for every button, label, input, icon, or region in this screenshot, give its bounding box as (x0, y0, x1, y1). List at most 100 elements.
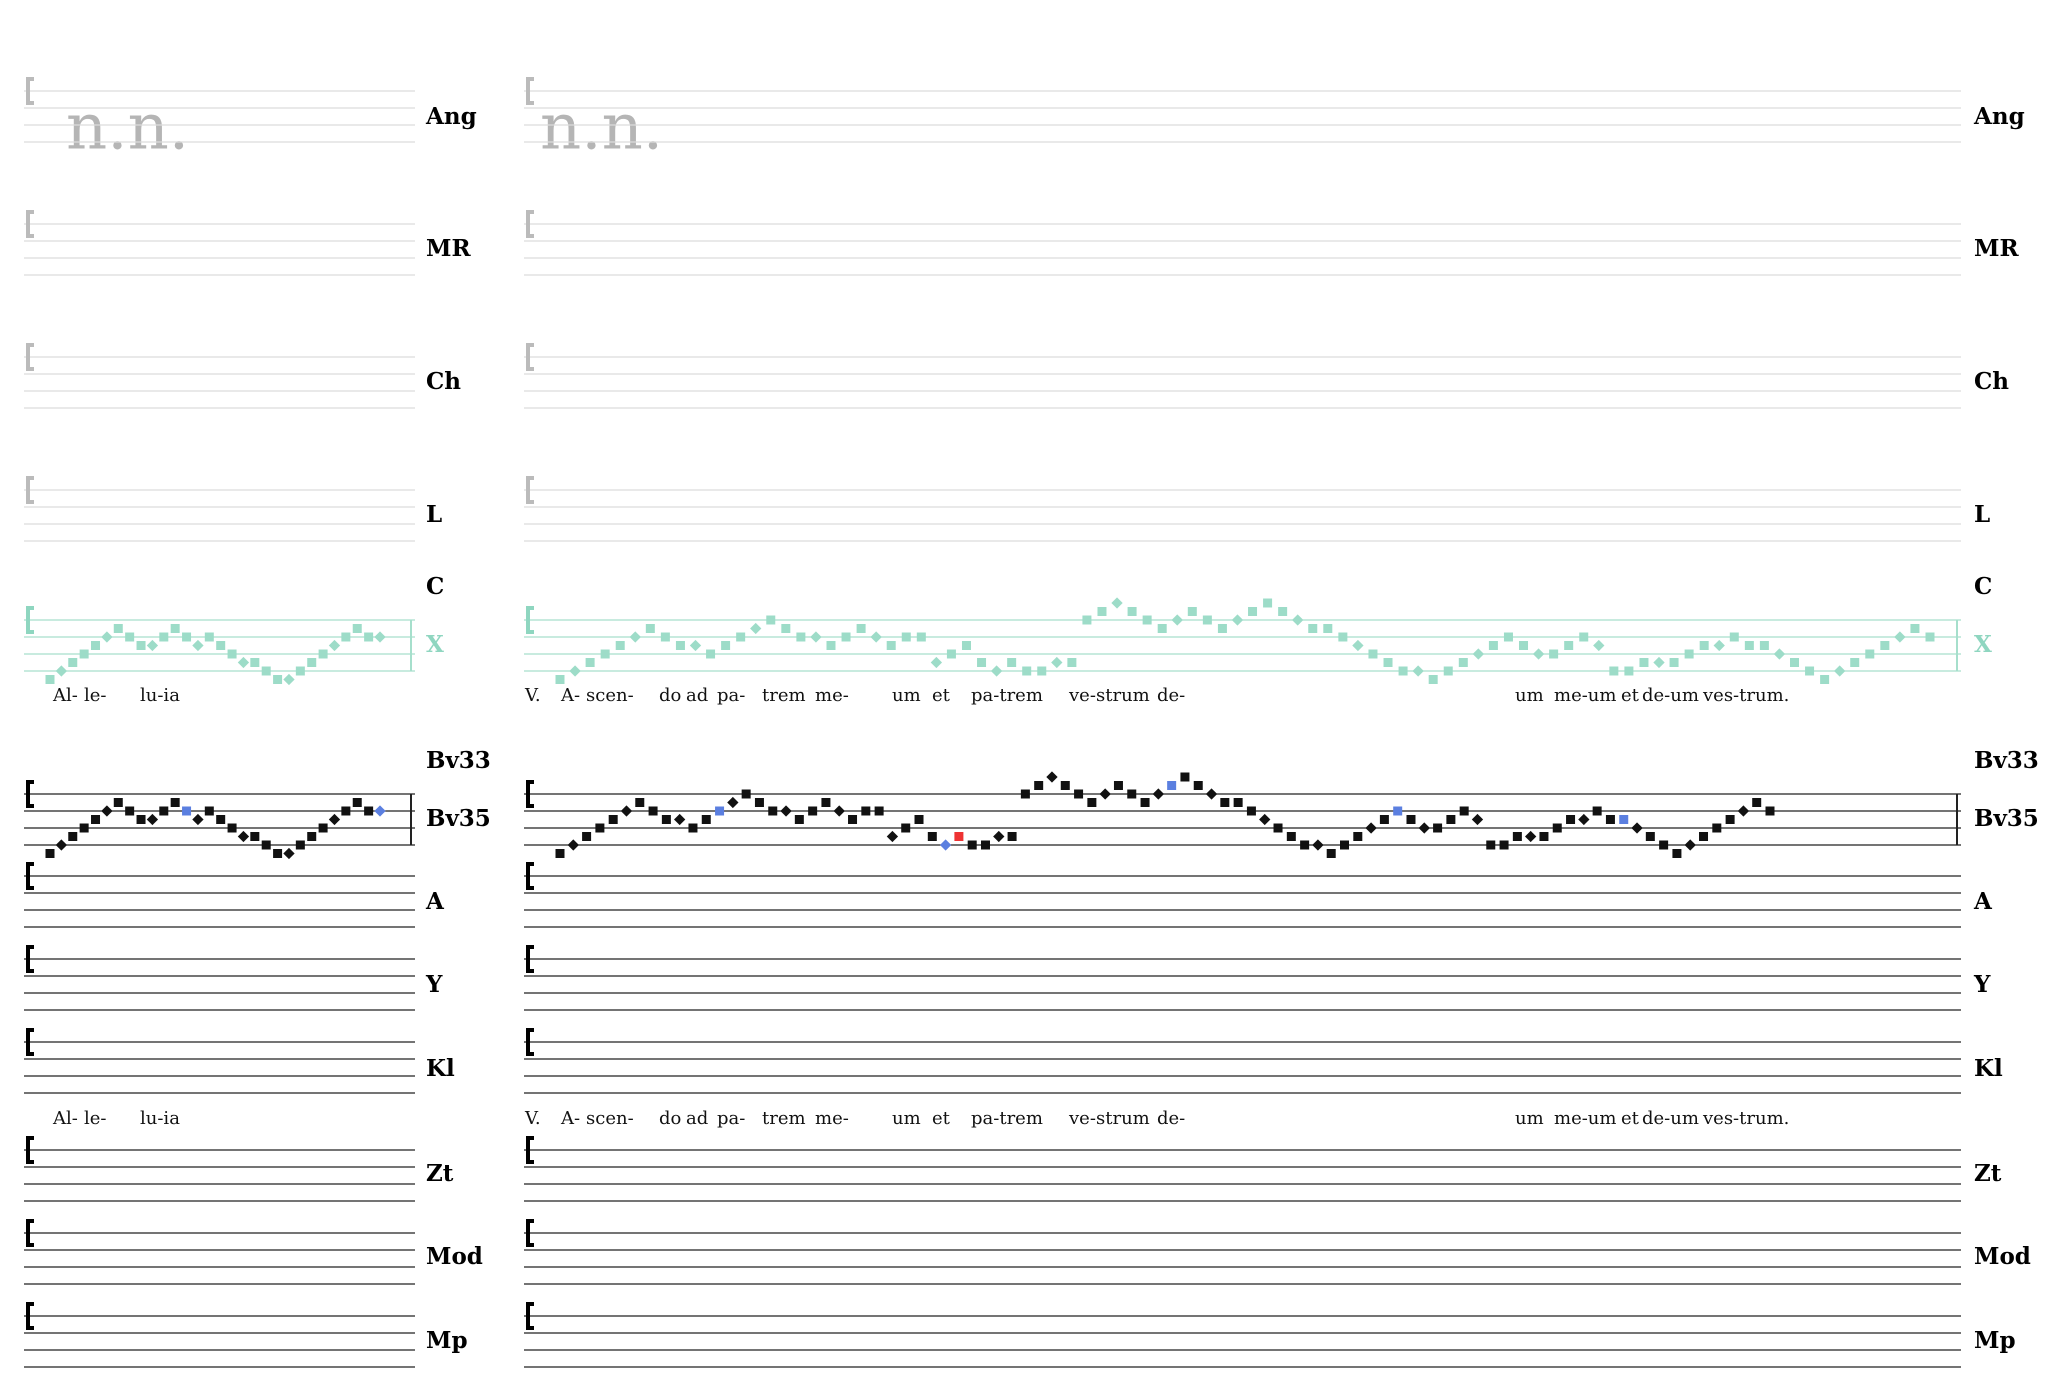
neume (227, 823, 237, 833)
neume (768, 806, 778, 816)
neume (794, 815, 804, 824)
neume (688, 823, 698, 833)
neume (1850, 658, 1860, 667)
neume (781, 624, 791, 633)
neume (1653, 656, 1665, 669)
neume (1503, 632, 1513, 642)
neume (930, 656, 943, 669)
clef (526, 945, 534, 973)
clef (26, 1219, 34, 1247)
lyric: V. (524, 1108, 541, 1129)
neume (569, 665, 581, 677)
clef (526, 1219, 534, 1247)
clef (526, 476, 534, 504)
neume (914, 815, 924, 824)
lyric: pa- (717, 1108, 745, 1129)
neume (1729, 632, 1739, 642)
neume (1383, 658, 1393, 667)
neume (635, 798, 645, 807)
lyric: de- (1157, 1108, 1185, 1129)
neume (1433, 823, 1443, 833)
neume (1605, 815, 1615, 824)
neume (1171, 614, 1183, 626)
neume (182, 806, 192, 816)
neume (1805, 666, 1815, 676)
neume (1624, 666, 1634, 676)
neume (1925, 632, 1935, 642)
neume (125, 632, 135, 642)
neume (874, 806, 884, 816)
neume (295, 840, 305, 850)
neume (1020, 789, 1030, 799)
neume (620, 805, 633, 817)
neume (1167, 781, 1177, 790)
clef (26, 1028, 34, 1056)
neume (283, 847, 295, 860)
neume (1142, 615, 1152, 625)
lyric: A- (560, 685, 580, 706)
neume (977, 658, 987, 667)
neume (715, 806, 725, 816)
clef (26, 606, 34, 634)
neume (1152, 788, 1165, 800)
lyric: um (1515, 685, 1544, 706)
neume (374, 631, 386, 643)
neume (1865, 649, 1875, 659)
neume (318, 649, 328, 659)
neume (113, 624, 123, 633)
neume (808, 806, 818, 816)
neume (629, 631, 641, 643)
neume (1699, 641, 1709, 650)
lyric: trem (762, 685, 806, 706)
lyric: me-um (1554, 1108, 1616, 1129)
staff-label: Ch (1974, 368, 2009, 395)
neume (750, 622, 762, 635)
neume (1773, 648, 1786, 660)
neume (1684, 839, 1696, 851)
neume (701, 815, 711, 824)
neume (1368, 649, 1378, 659)
staff-label: Ang (1973, 103, 2025, 130)
neume (1353, 832, 1363, 841)
lyric: pa- (717, 685, 745, 706)
neume (136, 815, 146, 824)
clef (26, 862, 34, 890)
neume (204, 632, 214, 642)
neume (1205, 788, 1218, 800)
neume (1759, 641, 1769, 650)
neume (192, 813, 204, 826)
neume (555, 675, 565, 684)
staff-label: Mod (1974, 1243, 2031, 1270)
lyric: ve- (1068, 1108, 1096, 1129)
neume (68, 832, 78, 841)
neume (250, 832, 260, 841)
neume (1300, 840, 1310, 850)
clef (526, 77, 534, 105)
neume (927, 832, 937, 841)
lyric: et (932, 1108, 951, 1129)
neume (1127, 607, 1137, 616)
neume (1393, 806, 1403, 816)
neume (1609, 666, 1619, 676)
lyric: do (659, 1108, 681, 1129)
neume (1910, 624, 1920, 633)
neume (1713, 639, 1725, 652)
neume (741, 789, 751, 799)
lyric: um (892, 1108, 921, 1129)
staff-label: C (426, 573, 444, 600)
neume (1099, 788, 1111, 800)
staff-label: Bv33 (426, 747, 491, 774)
staff-label: MR (1974, 235, 2019, 262)
staff-label: L (426, 501, 442, 528)
lyric: A- (560, 1108, 580, 1129)
neume (1259, 813, 1271, 826)
lyric: de-um (1642, 685, 1699, 706)
neume (1418, 822, 1430, 834)
neume (1220, 798, 1230, 807)
neume (1744, 641, 1754, 650)
staff-label: Y (425, 971, 443, 998)
neume (1007, 658, 1017, 667)
lyric: V. (524, 685, 541, 706)
neume (1672, 849, 1682, 858)
neume (101, 631, 113, 643)
